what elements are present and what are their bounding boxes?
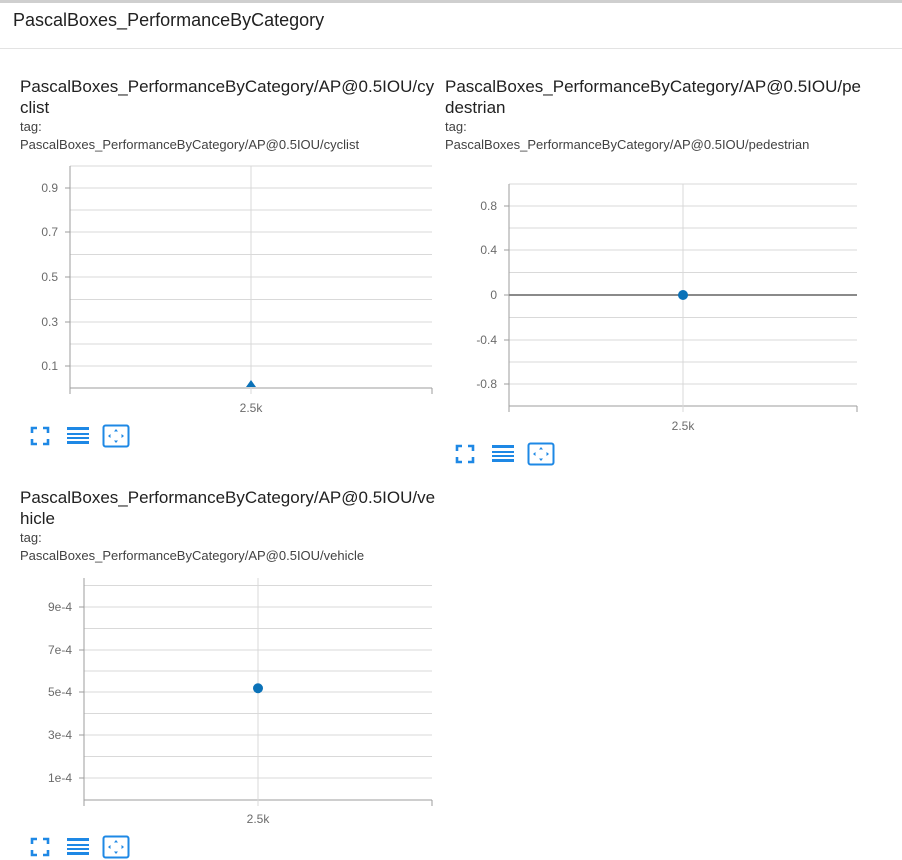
top-border [0, 0, 902, 3]
data-table-icon [492, 445, 514, 462]
fullscreen-button[interactable] [26, 834, 54, 860]
card-tag-value: PascalBoxes_PerformanceByCategory/AP@0.5… [20, 548, 365, 563]
data-table-button[interactable] [64, 834, 92, 860]
fit-domain-button[interactable] [102, 423, 130, 449]
card-title: PascalBoxes_PerformanceByCategory/AP@0.5… [20, 488, 436, 528]
data-table-icon [67, 838, 89, 855]
y-tick-label: 0.5 [41, 270, 58, 284]
fullscreen-icon [30, 837, 50, 857]
data-table-icon [67, 427, 89, 444]
x-tick-label: 2.5k [672, 419, 696, 433]
chart-cyclist[interactable]: 0.9 0.7 0.5 0.3 0.1 2.5k 0.8 0.4 0 -0.4 -0.8 2.5k 9e… [0, 0, 902, 842]
y-tick-label: 0.4 [480, 243, 497, 257]
section-title: PascalBoxes_PerformanceByCategory [13, 10, 325, 30]
card-tag-label: tag: [20, 119, 42, 134]
fullscreen-icon [455, 444, 475, 464]
data-point [678, 290, 688, 300]
section-divider [0, 48, 902, 49]
x-tick-label: 2.5k [247, 812, 271, 826]
fullscreen-button[interactable] [451, 441, 479, 467]
chart-toolbar-pedestrian [451, 441, 555, 467]
fit-domain-icon [527, 442, 555, 466]
card-tag-label: tag: [445, 119, 467, 134]
y-tick-label: 0.3 [41, 315, 58, 329]
fit-domain-icon [102, 424, 130, 448]
data-point [246, 380, 256, 387]
card-title: PascalBoxes_PerformanceByCategory/AP@0.5… [20, 77, 435, 117]
y-tick-label: 3e-4 [48, 728, 72, 742]
chart-card-pedestrian: PascalBoxes_PerformanceByCategory/AP@0.5… [445, 76, 865, 476]
fit-domain-button[interactable] [102, 834, 130, 860]
y-tick-label: 1e-4 [48, 771, 72, 785]
y-tick-label: -0.8 [476, 377, 497, 391]
fullscreen-button[interactable] [26, 423, 54, 449]
chart-toolbar-cyclist [26, 423, 130, 449]
chart-toolbar-vehicle [26, 834, 130, 860]
data-table-button[interactable] [64, 423, 92, 449]
y-tick-label: 0.9 [41, 181, 58, 195]
y-tick-label: -0.4 [476, 333, 497, 347]
chart-card-vehicle: PascalBoxes_PerformanceByCategory/AP@0.5… [20, 487, 440, 842]
y-tick-label: 0.7 [41, 225, 58, 239]
data-table-button[interactable] [489, 441, 517, 467]
y-tick-label: 5e-4 [48, 685, 72, 699]
y-tick-label: 0.1 [41, 359, 58, 373]
card-tag-value: PascalBoxes_PerformanceByCategory/AP@0.5… [20, 137, 360, 152]
y-tick-label: 0 [490, 288, 497, 302]
fit-domain-icon [102, 835, 130, 859]
card-tag-label: tag: [20, 530, 42, 545]
chart-card-cyclist: PascalBoxes_PerformanceByCategory/AP@0.5… [20, 76, 440, 456]
data-point [253, 683, 263, 694]
fit-domain-button[interactable] [527, 441, 555, 467]
fullscreen-icon [30, 426, 50, 446]
y-tick-label: 0.8 [480, 199, 497, 213]
y-tick-label: 9e-4 [48, 600, 72, 614]
y-tick-label: 7e-4 [48, 643, 72, 657]
card-tag-value: PascalBoxes_PerformanceByCategory/AP@0.5… [445, 137, 810, 152]
card-title: PascalBoxes_PerformanceByCategory/AP@0.5… [445, 77, 862, 117]
x-tick-label: 2.5k [240, 401, 264, 415]
